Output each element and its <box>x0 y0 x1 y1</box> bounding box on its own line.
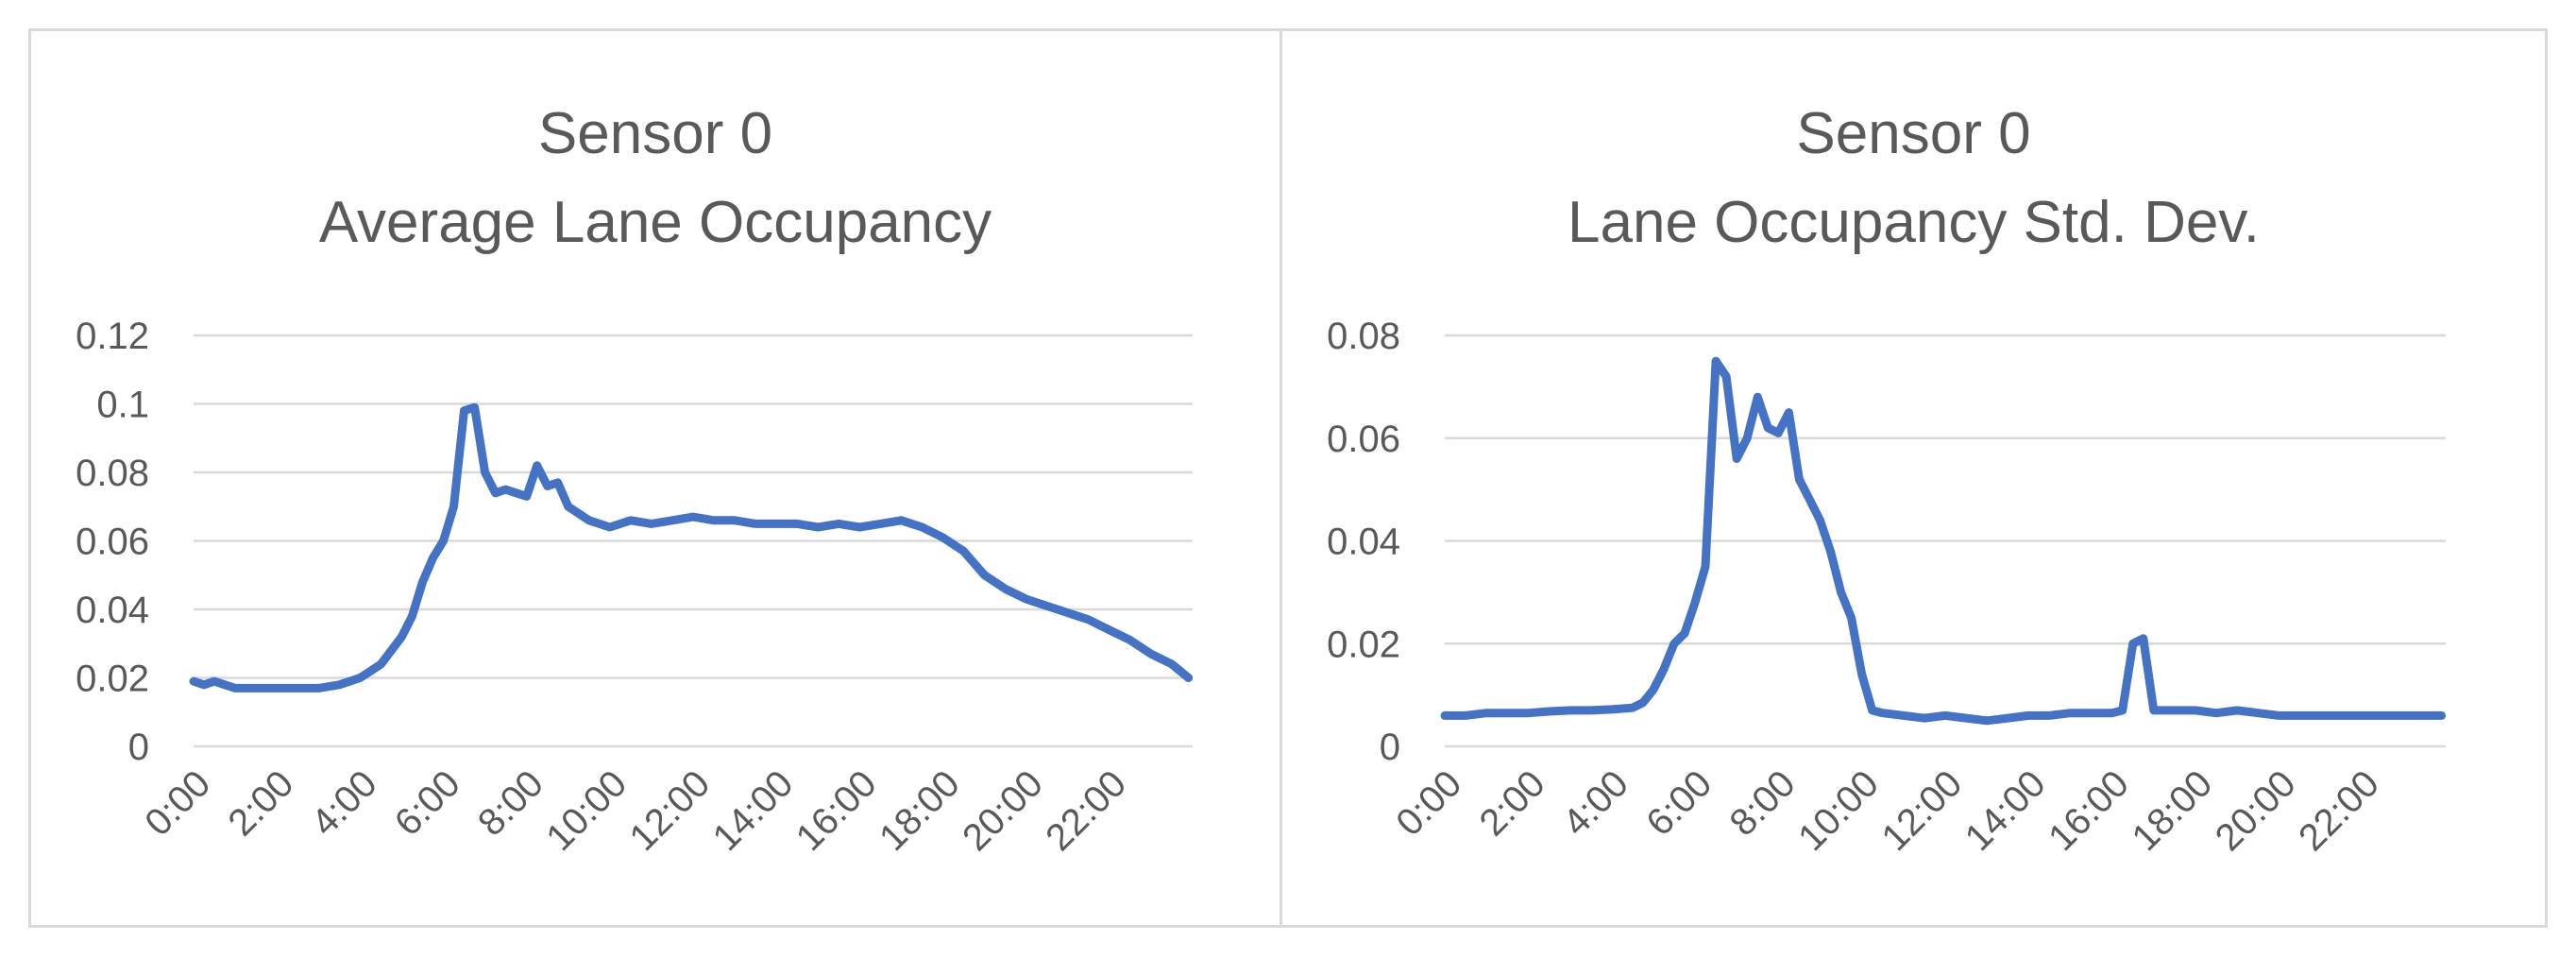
chart-panel-occupancy-std-dev: Sensor 0 Lane Occupancy Std. Dev. 0 0.02 0… <box>1280 28 2548 928</box>
gridlines <box>1445 334 2446 748</box>
x-tick-label: 12:00 <box>1873 762 1970 859</box>
x-tick-label: 12:00 <box>621 762 718 859</box>
y-tick-label: 0.04 <box>76 590 149 631</box>
x-tick-label: 6:00 <box>387 762 468 844</box>
y-tick-label: 0.06 <box>1327 419 1400 460</box>
x-tick-label: 10:00 <box>1790 762 1887 859</box>
x-tick-label: 4:00 <box>1555 762 1636 844</box>
x-tick-label: 2:00 <box>1472 762 1553 844</box>
x-tick-label: 22:00 <box>1038 762 1134 859</box>
line-chart-occupancy-std-dev: 0 0.02 0.04 0.06 0.08 0:00 2:00 4:00 6:00 8:0010:… <box>1327 316 2447 859</box>
x-tick-label: 14:00 <box>1957 762 2054 859</box>
x-tick-label: 16:00 <box>2041 762 2137 859</box>
series-line <box>1440 356 2447 726</box>
x-tick-label: 14:00 <box>705 762 802 859</box>
x-tick-label: 20:00 <box>955 762 1051 859</box>
x-tick-label: 18:00 <box>872 762 968 859</box>
chart-subtitle: Lane Occupancy Std. Dev. <box>1568 190 2260 255</box>
x-tick-label: 2:00 <box>220 762 301 844</box>
y-tick-label: 0 <box>128 727 149 768</box>
chart-title: Sensor 0 Average Lane Occupancy <box>31 90 1280 267</box>
chart-title: Sensor 0 Lane Occupancy Std. Dev. <box>1282 90 2545 267</box>
chart-title-line: Sensor 0 <box>537 101 773 166</box>
x-tick-label: 6:00 <box>1638 762 1720 844</box>
y-tick-label: 0.06 <box>76 522 149 563</box>
y-tick-label: 0.12 <box>76 316 149 357</box>
chart-title-line: Sensor 0 <box>1796 101 2031 166</box>
y-tick-label: 0.08 <box>1327 316 1400 357</box>
x-tick-label: 0:00 <box>137 762 218 844</box>
chart-subtitle: Average Lane Occupancy <box>318 190 992 255</box>
x-tick-label: 22:00 <box>2291 762 2387 859</box>
x-tick-label: 16:00 <box>788 762 885 859</box>
y-tick-label: 0.02 <box>76 659 149 700</box>
series-line <box>189 402 1194 693</box>
y-tick-label: 0.02 <box>1327 624 1400 665</box>
gridlines <box>194 334 1193 748</box>
y-tick-label: 0.04 <box>1327 522 1400 563</box>
x-tick-label: 8:00 <box>470 762 551 844</box>
line-chart-average-occupancy: 0 0.02 0.04 0.06 0.08 0.1 0.12 0:00 2:00 4:00 6:00… <box>76 316 1194 859</box>
x-tick-label: 0:00 <box>1388 762 1469 844</box>
y-tick-label: 0.08 <box>76 453 149 494</box>
x-tick-label: 10:00 <box>538 762 635 859</box>
x-tick-label: 4:00 <box>304 762 385 844</box>
x-tick-label: 8:00 <box>1722 762 1804 844</box>
y-tick-label: 0.1 <box>96 385 149 426</box>
x-tick-label: 18:00 <box>2124 762 2220 859</box>
y-tick-label: 0 <box>1380 727 1400 768</box>
x-tick-label: 20:00 <box>2208 762 2304 859</box>
chart-panel-average-occupancy: Sensor 0 Average Lane Occupancy 0 0.02 0.0… <box>28 28 1282 928</box>
